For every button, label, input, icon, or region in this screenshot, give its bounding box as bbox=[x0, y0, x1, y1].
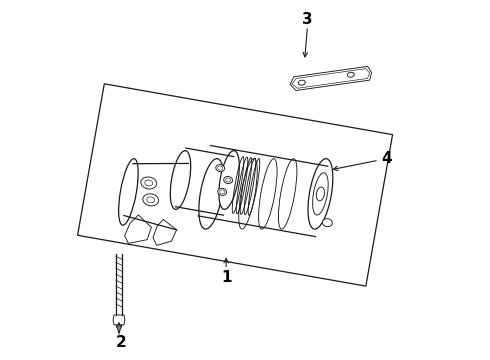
Text: 2: 2 bbox=[116, 335, 126, 350]
Polygon shape bbox=[113, 315, 125, 325]
Ellipse shape bbox=[143, 194, 159, 206]
Ellipse shape bbox=[171, 150, 191, 210]
Text: 3: 3 bbox=[302, 12, 313, 27]
Ellipse shape bbox=[313, 173, 328, 215]
Ellipse shape bbox=[219, 150, 239, 210]
Ellipse shape bbox=[119, 159, 138, 225]
Polygon shape bbox=[124, 215, 151, 243]
Text: 4: 4 bbox=[382, 151, 392, 166]
Ellipse shape bbox=[141, 177, 157, 189]
Ellipse shape bbox=[216, 165, 224, 172]
Ellipse shape bbox=[298, 80, 305, 85]
Text: 1: 1 bbox=[221, 270, 231, 285]
Ellipse shape bbox=[317, 187, 324, 201]
Ellipse shape bbox=[322, 219, 332, 227]
Ellipse shape bbox=[347, 72, 354, 77]
Ellipse shape bbox=[224, 176, 233, 184]
Polygon shape bbox=[153, 219, 176, 246]
Ellipse shape bbox=[218, 188, 226, 195]
